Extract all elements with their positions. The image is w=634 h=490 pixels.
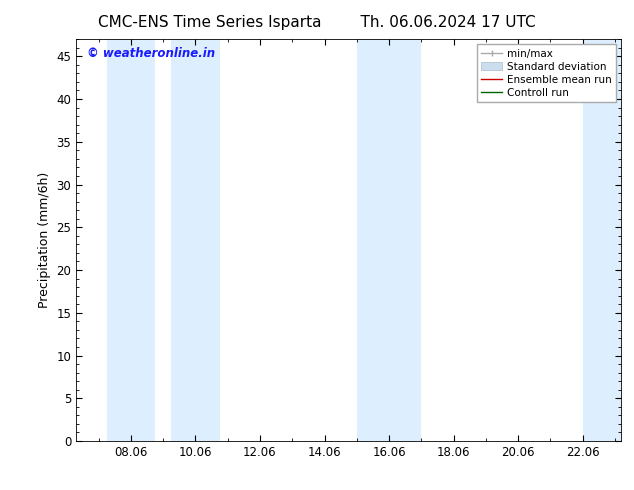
Bar	[171, 39, 219, 441]
Legend: min/max, Standard deviation, Ensemble mean run, Controll run: min/max, Standard deviation, Ensemble me…	[477, 45, 616, 102]
Text: © weatheronline.in: © weatheronline.in	[87, 47, 215, 60]
Y-axis label: Precipitation (mm/6h): Precipitation (mm/6h)	[38, 172, 51, 308]
Text: CMC-ENS Time Series Isparta        Th. 06.06.2024 17 UTC: CMC-ENS Time Series Isparta Th. 06.06.20…	[98, 15, 536, 30]
Bar	[107, 39, 155, 441]
Bar	[357, 39, 421, 441]
Bar	[583, 39, 621, 441]
